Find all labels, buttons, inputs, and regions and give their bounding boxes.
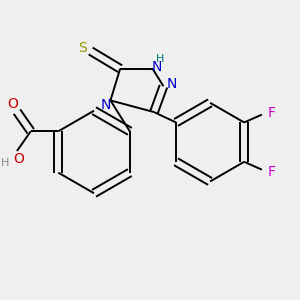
Text: S: S <box>78 41 87 55</box>
Text: N: N <box>100 98 111 112</box>
Text: F: F <box>268 165 276 178</box>
Text: N: N <box>166 77 176 91</box>
Text: O: O <box>14 152 24 166</box>
Text: F: F <box>268 106 276 120</box>
Text: H: H <box>1 158 9 168</box>
Text: H: H <box>156 54 165 64</box>
Text: O: O <box>8 97 19 111</box>
Text: N: N <box>151 60 162 74</box>
